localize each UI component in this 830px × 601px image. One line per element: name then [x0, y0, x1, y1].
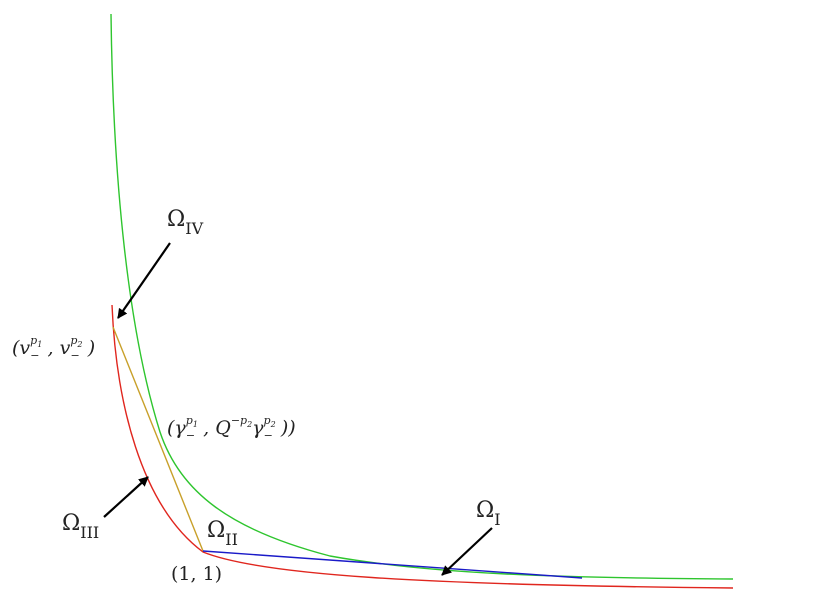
- upper-curve: [110, 13, 734, 580]
- arrow-omega-iv: [117, 242, 171, 319]
- label-omega-ii: ΩII: [207, 518, 238, 549]
- arrow-omega-iii: [103, 476, 149, 518]
- label-point-tangent: (γp1−, Q−p2γp2−)): [167, 414, 296, 442]
- label-omega-i: ΩI: [476, 498, 501, 529]
- lower-curve: [111, 304, 734, 589]
- label-omega-iv: ΩIV: [167, 207, 204, 238]
- right-chord: [202, 550, 583, 579]
- label-point-corner: (1, 1): [171, 563, 222, 585]
- label-point-upper-left: (vp1−, vp2−): [12, 334, 95, 362]
- left-chord: [112, 326, 204, 552]
- label-omega-iii: ΩIII: [62, 511, 99, 542]
- arrow-omega-i: [441, 527, 493, 576]
